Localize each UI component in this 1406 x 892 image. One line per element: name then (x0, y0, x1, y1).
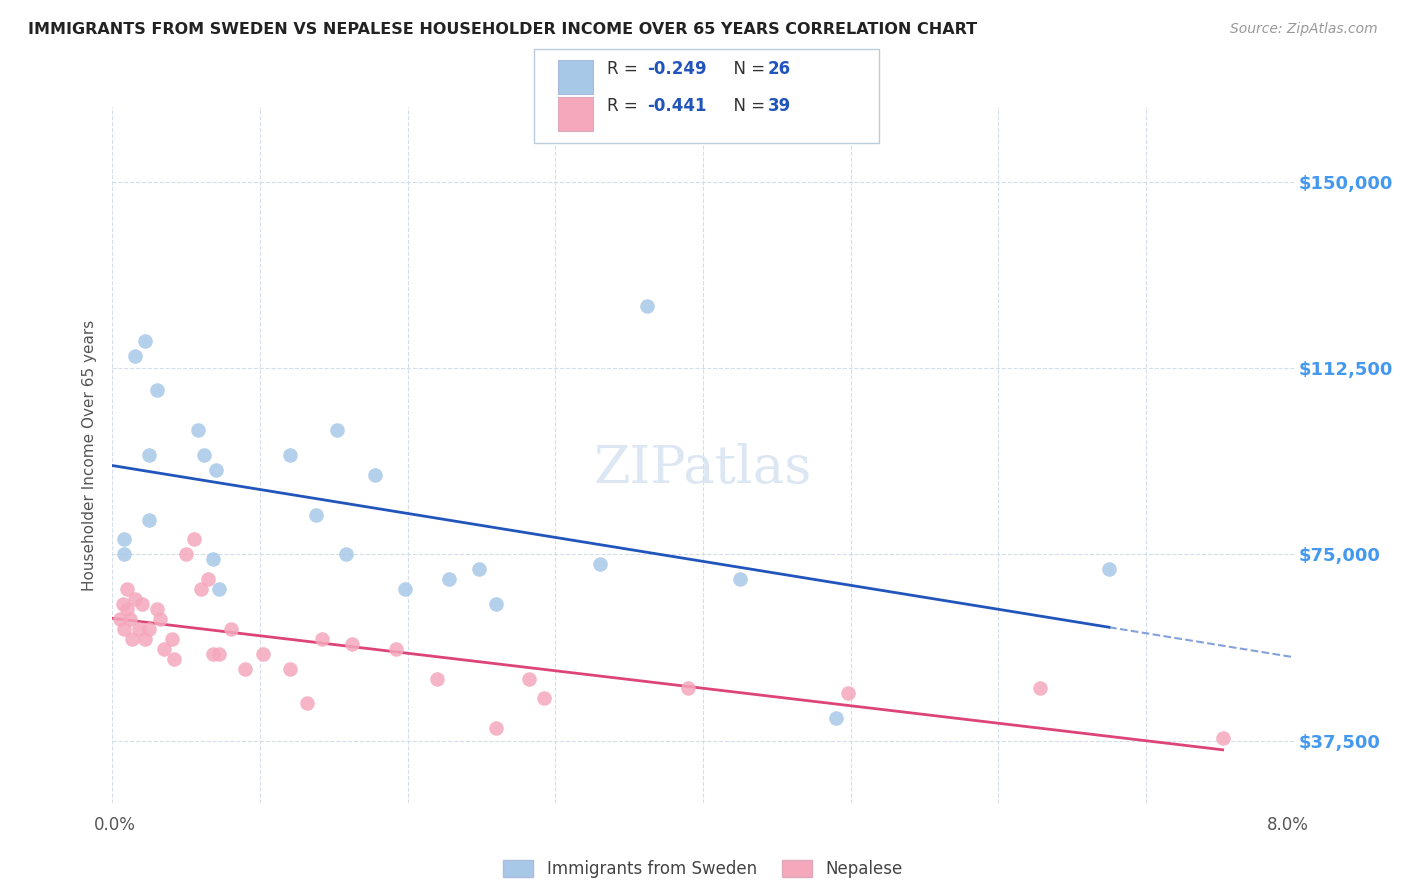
Point (111, 597, 134, 611)
Point (117, 582, 138, 596)
Text: N =: N = (723, 60, 770, 78)
Point (208, 582, 231, 596)
Point (153, 641, 176, 656)
Point (517, 672, 540, 686)
Point (678, 681, 700, 696)
Point (112, 533, 135, 547)
Point (467, 562, 489, 576)
Text: 0.0%: 0.0% (94, 816, 136, 834)
Point (112, 547, 135, 561)
Point (183, 533, 205, 547)
Point (533, 691, 555, 706)
Text: R =: R = (607, 60, 644, 78)
Point (112, 622, 135, 636)
Point (485, 721, 508, 735)
Point (174, 547, 197, 561)
Point (426, 672, 449, 686)
Text: -0.249: -0.249 (647, 60, 706, 78)
Point (160, 632, 183, 646)
Point (163, 651, 186, 665)
Point (1098, 562, 1121, 576)
Point (138, 622, 160, 636)
Point (837, 686, 859, 700)
Point (134, 334, 156, 348)
Point (205, 463, 228, 477)
Point (131, 597, 153, 611)
Point (728, 572, 751, 586)
Point (588, 558, 610, 572)
Point (197, 572, 219, 586)
Point (1028, 681, 1050, 696)
Point (219, 622, 242, 636)
Point (134, 632, 156, 646)
Point (437, 572, 460, 586)
Point (233, 662, 256, 676)
Point (120, 612, 142, 626)
Point (190, 582, 212, 596)
Point (364, 467, 387, 482)
Point (128, 622, 150, 636)
Point (124, 592, 146, 607)
Point (252, 647, 274, 661)
Point (121, 632, 143, 646)
Point (394, 582, 416, 596)
Point (385, 641, 408, 656)
Point (335, 547, 357, 561)
Point (124, 349, 146, 363)
Point (108, 612, 131, 626)
Y-axis label: Householder Income Over 65 years: Householder Income Over 65 years (82, 319, 97, 591)
Text: ZIPatlas: ZIPatlas (593, 443, 813, 494)
Text: IMMIGRANTS FROM SWEDEN VS NEPALESE HOUSEHOLDER INCOME OVER 65 YEARS CORRELATION : IMMIGRANTS FROM SWEDEN VS NEPALESE HOUSE… (28, 22, 977, 37)
Point (208, 647, 231, 661)
Point (824, 711, 846, 725)
Point (311, 632, 333, 646)
Point (149, 612, 172, 626)
Text: 39: 39 (768, 97, 792, 115)
Point (138, 512, 160, 526)
Text: N =: N = (723, 97, 770, 115)
Point (485, 597, 508, 611)
Text: Source: ZipAtlas.com: Source: ZipAtlas.com (1230, 22, 1378, 37)
Point (201, 552, 224, 566)
Point (138, 448, 160, 462)
Text: R =: R = (607, 97, 644, 115)
Legend: Immigrants from Sweden, Nepalese: Immigrants from Sweden, Nepalese (496, 854, 910, 885)
Point (278, 448, 301, 462)
Text: 8.0%: 8.0% (1267, 816, 1309, 834)
Point (340, 637, 363, 651)
Point (305, 508, 328, 522)
Point (193, 448, 215, 462)
Point (201, 647, 224, 661)
Point (146, 602, 169, 616)
Point (297, 697, 319, 711)
Text: -0.441: -0.441 (647, 97, 706, 115)
Point (146, 384, 169, 398)
Point (117, 602, 138, 616)
Point (278, 662, 301, 676)
Point (326, 423, 349, 437)
Point (636, 299, 658, 313)
Point (1212, 731, 1234, 746)
Text: 26: 26 (768, 60, 790, 78)
Point (187, 423, 209, 437)
